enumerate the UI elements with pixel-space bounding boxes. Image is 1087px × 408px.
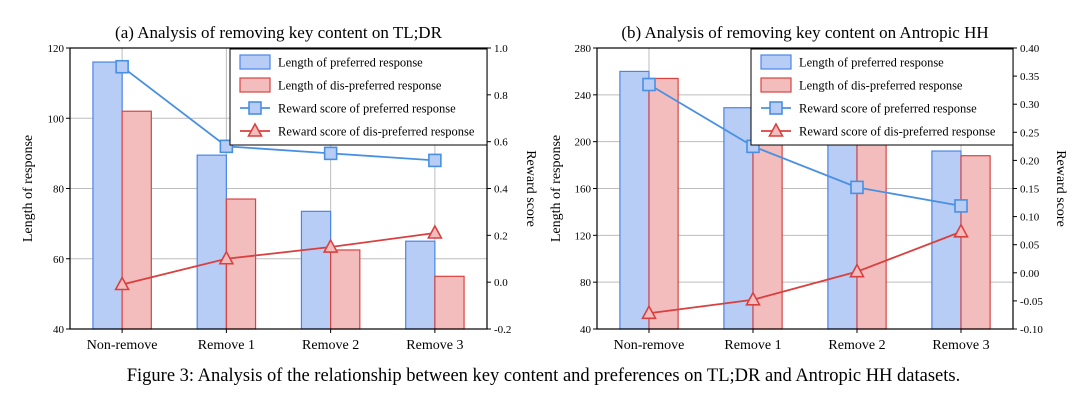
chart-title: (a) Analysis of removing key content on … <box>115 23 443 42</box>
legend-swatch <box>239 77 271 93</box>
x-tick-label: Remove 1 <box>724 338 781 353</box>
y2-tick-label: 0.8 <box>494 90 508 102</box>
x-tick-label: Non-remove <box>614 338 685 353</box>
y2-tick-label: 0.00 <box>1020 268 1040 280</box>
bar-dispreferred <box>330 249 361 330</box>
legend-label: Length of dis-preferred response <box>799 79 963 93</box>
bar-preferred <box>827 129 858 330</box>
y-tick-label: 120 <box>48 43 65 55</box>
y-tick-label: 280 <box>575 43 592 55</box>
line-reward-dispreferred <box>648 230 962 315</box>
y-tick-label: 240 <box>575 90 592 102</box>
bar-preferred <box>931 150 962 330</box>
legend-label: Reward score of preferred response <box>278 102 456 116</box>
y2-axis-label: Reward score <box>523 150 538 227</box>
bar-dispreferred <box>434 275 465 330</box>
chart-a: (a) Analysis of removing key content on … <box>21 23 538 353</box>
chart-title: (b) Analysis of removing key content on … <box>621 23 988 42</box>
y2-tick-label: 0.2 <box>494 230 508 242</box>
marker-triangle <box>322 238 339 253</box>
marker-square <box>115 59 129 74</box>
y-tick-label: 80 <box>53 184 65 196</box>
y-tick-label: 40 <box>580 324 592 336</box>
legend-label: Reward score of dis-preferred response <box>799 125 996 139</box>
x-tick-label: Remove 1 <box>198 338 255 353</box>
y2-tick-label: 0.20 <box>1020 155 1040 167</box>
legend-marker-square <box>769 101 783 115</box>
legend-swatch <box>760 77 792 93</box>
bar-dispreferred <box>960 155 991 330</box>
legend-swatch <box>760 54 792 70</box>
bar-preferred <box>619 70 650 330</box>
x-tick-label: Remove 3 <box>406 338 463 353</box>
marker-triangle <box>114 275 130 291</box>
legend-marker-triangle <box>768 122 784 137</box>
bar-dispreferred <box>856 131 887 330</box>
y2-tick-label: 0.30 <box>1020 99 1040 111</box>
bar-preferred <box>405 240 436 330</box>
marker-triangle <box>641 304 657 320</box>
legend-label: Reward score of preferred response <box>799 102 977 116</box>
marker-square <box>850 180 864 195</box>
marker-triangle <box>849 262 865 278</box>
line-reward-preferred <box>648 83 962 207</box>
legend-label: Length of dis-preferred response <box>278 79 442 93</box>
y-tick-label: 80 <box>580 277 592 289</box>
marker-square <box>219 139 234 154</box>
y-axis-label: Length of response <box>549 135 564 242</box>
y2-tick-label: 0.15 <box>1020 184 1040 196</box>
chart-b: (b) Analysis of removing key content on … <box>549 23 1068 353</box>
x-tick-label: Non-remove <box>87 338 158 353</box>
y2-tick-label: 0.25 <box>1020 127 1040 139</box>
bar-dispreferred <box>121 110 152 330</box>
legend-box <box>750 48 1014 146</box>
y2-tick-label: 0.4 <box>494 184 508 196</box>
y-tick-label: 200 <box>575 137 592 149</box>
legend-label: Length of preferred response <box>278 56 423 70</box>
marker-triangle <box>745 291 761 306</box>
y2-tick-label: -0.2 <box>494 324 511 336</box>
y-tick-label: 120 <box>575 230 592 242</box>
marker-square <box>954 199 968 213</box>
marker-square <box>642 77 656 92</box>
marker-triangle <box>427 224 443 239</box>
x-tick-label: Remove 2 <box>828 338 885 353</box>
legend-marker-square <box>248 101 262 115</box>
y-tick-label: 40 <box>53 324 65 336</box>
marker-triangle <box>953 223 969 238</box>
line-reward-dispreferred <box>121 232 435 286</box>
legend-box <box>229 48 488 146</box>
bar-dispreferred <box>648 77 679 330</box>
y-tick-label: 160 <box>575 184 592 196</box>
legend-label: Reward score of dis-preferred response <box>278 125 475 139</box>
bar-preferred <box>196 154 227 330</box>
legend-marker-triangle <box>247 122 263 137</box>
y2-tick-label: 1.0 <box>494 43 508 55</box>
marker-square <box>323 146 338 161</box>
y-tick-label: 60 <box>53 254 65 266</box>
marker-square <box>428 153 442 168</box>
x-tick-label: Remove 2 <box>302 338 359 353</box>
y2-tick-label: -0.10 <box>1020 324 1043 336</box>
bar-preferred <box>300 210 332 330</box>
x-tick-label: Remove 3 <box>932 338 989 353</box>
y2-axis-label: Reward score <box>1053 150 1068 227</box>
y2-tick-label: 0.40 <box>1020 43 1040 55</box>
legend-swatch <box>239 54 271 70</box>
y-tick-label: 100 <box>48 113 65 125</box>
y2-tick-label: 0.0 <box>494 277 508 289</box>
y2-tick-label: 0.35 <box>1020 71 1040 83</box>
figure-caption: Figure 3: Analysis of the relationship b… <box>126 366 961 386</box>
y2-tick-label: 0.10 <box>1020 212 1040 224</box>
legend-label: Length of preferred response <box>799 56 944 70</box>
line-reward-preferred <box>121 66 435 162</box>
marker-triangle <box>218 250 235 265</box>
y2-tick-label: -0.05 <box>1020 296 1043 308</box>
y2-tick-label: 0.05 <box>1020 240 1040 252</box>
y2-tick-label: 0.6 <box>494 137 508 149</box>
y-axis-label: Length of response <box>21 135 36 242</box>
